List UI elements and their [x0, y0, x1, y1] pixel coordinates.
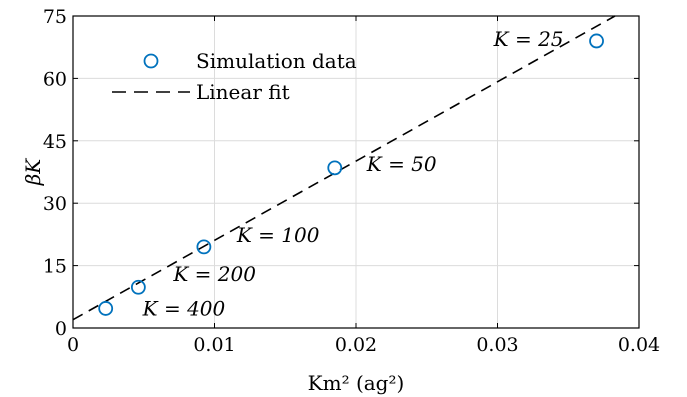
y-tick-label: 75	[43, 6, 67, 28]
x-tick-label: 0.04	[618, 334, 660, 356]
point-label: K = 400	[142, 296, 226, 320]
point-label: K = 50	[366, 152, 437, 176]
point-label: K = 100	[236, 223, 320, 247]
x-tick-label: 0.03	[476, 334, 518, 356]
x-tick-label: 0.01	[193, 334, 235, 356]
y-tick-label: 15	[43, 256, 67, 278]
y-axis-label: βK	[21, 158, 45, 187]
legend-marker-simulation	[145, 55, 158, 68]
legend-label-simulation: Simulation data	[196, 49, 357, 73]
data-point	[328, 161, 341, 174]
y-tick-label: 30	[43, 193, 67, 215]
x-tick-label: 0	[67, 334, 79, 356]
y-tick-label: 45	[43, 131, 67, 153]
legend-label-fit: Linear fit	[196, 80, 290, 104]
legend: Simulation data Linear fit	[112, 49, 357, 104]
point-label: K = 200	[172, 262, 256, 286]
point-label: K = 25	[493, 27, 564, 51]
y-tick-label: 0	[55, 318, 67, 340]
data-point	[99, 302, 112, 315]
x-axis-label: Km² (ag²)	[308, 371, 405, 395]
y-tick-label: 60	[43, 68, 67, 90]
data-point	[590, 34, 603, 47]
x-tick-label: 0.02	[335, 334, 377, 356]
